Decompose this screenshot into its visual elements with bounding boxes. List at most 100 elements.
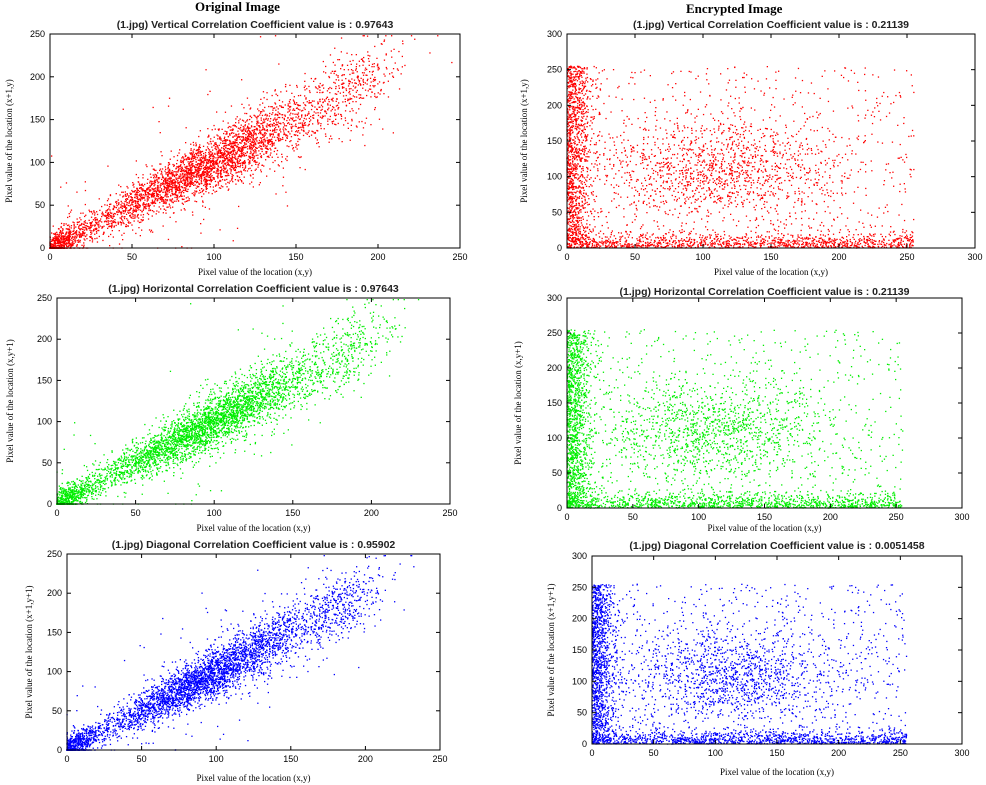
scatter-point <box>203 184 205 187</box>
scatter-point <box>364 89 367 91</box>
scatter-point <box>230 172 232 174</box>
scatter-point <box>199 157 201 159</box>
scatter-point <box>274 103 277 105</box>
scatter-point <box>374 107 376 109</box>
scatter-point <box>275 124 277 126</box>
scatter-point <box>158 177 161 179</box>
scatter-point <box>194 157 196 159</box>
scatter-point <box>244 124 246 126</box>
scatter-point <box>208 171 210 173</box>
scatter-point <box>200 162 202 164</box>
scatter-point <box>266 145 268 147</box>
scatter-point <box>195 156 197 158</box>
scatter-point <box>170 181 172 183</box>
scatter-point <box>59 245 61 248</box>
scatter-point <box>207 168 209 170</box>
scatter-point <box>238 149 240 152</box>
scatter-point <box>190 173 192 175</box>
scatter-point <box>284 104 286 106</box>
scatter-point <box>137 191 139 193</box>
scatter-point <box>226 154 228 156</box>
scatter-point <box>284 114 286 116</box>
scatter-point <box>233 148 236 150</box>
scatter-point <box>584 207 586 209</box>
scatter-point <box>147 187 149 189</box>
scatter-point <box>168 185 170 187</box>
scatter-point <box>247 168 250 170</box>
scatter-point <box>792 234 794 237</box>
scatter-point <box>184 184 186 186</box>
scatter-point <box>142 185 145 187</box>
scatter-point <box>903 161 906 163</box>
scatter-point <box>78 231 80 233</box>
scatter-point <box>146 200 148 202</box>
scatter-point <box>382 128 384 130</box>
scatter-point <box>93 228 95 231</box>
scatter-point <box>312 117 314 119</box>
scatter-point <box>309 91 311 94</box>
scatter-point <box>207 172 209 174</box>
scatter-point <box>56 233 59 235</box>
scatter-point <box>149 204 151 206</box>
scatter-point <box>290 136 293 138</box>
scatter-point <box>364 144 366 147</box>
scatter-point <box>232 150 234 153</box>
scatter-point <box>287 111 289 113</box>
scatter-point <box>647 136 649 138</box>
scatter-point <box>257 157 259 159</box>
scatter-point <box>209 160 211 162</box>
scatter-point <box>316 139 318 141</box>
scatter-point <box>203 193 205 195</box>
scatter-point <box>347 99 349 102</box>
scatter-point <box>132 213 134 216</box>
scatter-point <box>899 183 901 185</box>
scatter-point <box>101 213 103 215</box>
scatter-point <box>60 222 63 225</box>
scatter-point <box>250 150 252 152</box>
scatter-point <box>276 94 279 97</box>
scatter-point <box>257 154 259 156</box>
scatter-point <box>148 206 150 208</box>
scatter-point <box>298 127 300 129</box>
scatter-point <box>172 181 174 183</box>
scatter-point <box>277 164 279 166</box>
scatter-point <box>713 154 715 156</box>
scatter-point <box>363 35 365 37</box>
scatter-point <box>223 152 225 154</box>
scatter-point <box>580 187 582 189</box>
scatter-point <box>175 167 177 169</box>
scatter-point <box>91 237 93 240</box>
scatter-point <box>52 239 54 242</box>
scatter-point <box>687 126 689 129</box>
scatter-point <box>203 172 205 174</box>
scatter-point <box>201 178 203 180</box>
scatter-point <box>307 113 309 115</box>
scatter-point <box>72 243 74 246</box>
scatter-point <box>249 183 251 185</box>
scatter-point <box>67 236 70 238</box>
scatter-point <box>149 185 151 187</box>
scatter-point <box>722 220 724 222</box>
scatter-point <box>90 210 92 213</box>
scatter-point <box>586 236 588 239</box>
scatter-point <box>138 198 141 200</box>
scatter-point <box>206 173 208 176</box>
scatter-point <box>846 244 848 246</box>
scatter-point <box>172 174 174 176</box>
scatter-point <box>221 179 224 181</box>
scatter-point <box>174 187 176 189</box>
scatter-point <box>326 90 329 92</box>
scatter-point <box>580 149 582 151</box>
scatter-point <box>203 160 205 162</box>
scatter-point <box>103 221 106 223</box>
scatter-point <box>361 58 363 60</box>
scatter-point <box>96 237 98 239</box>
scatter-point <box>251 126 253 128</box>
scatter-point <box>261 164 264 166</box>
scatter-point <box>713 243 715 245</box>
scatter-point <box>197 169 200 171</box>
scatter-point <box>429 52 431 54</box>
scatter-point <box>336 104 339 106</box>
scatter-point <box>716 240 718 242</box>
scatter-point <box>301 116 303 118</box>
